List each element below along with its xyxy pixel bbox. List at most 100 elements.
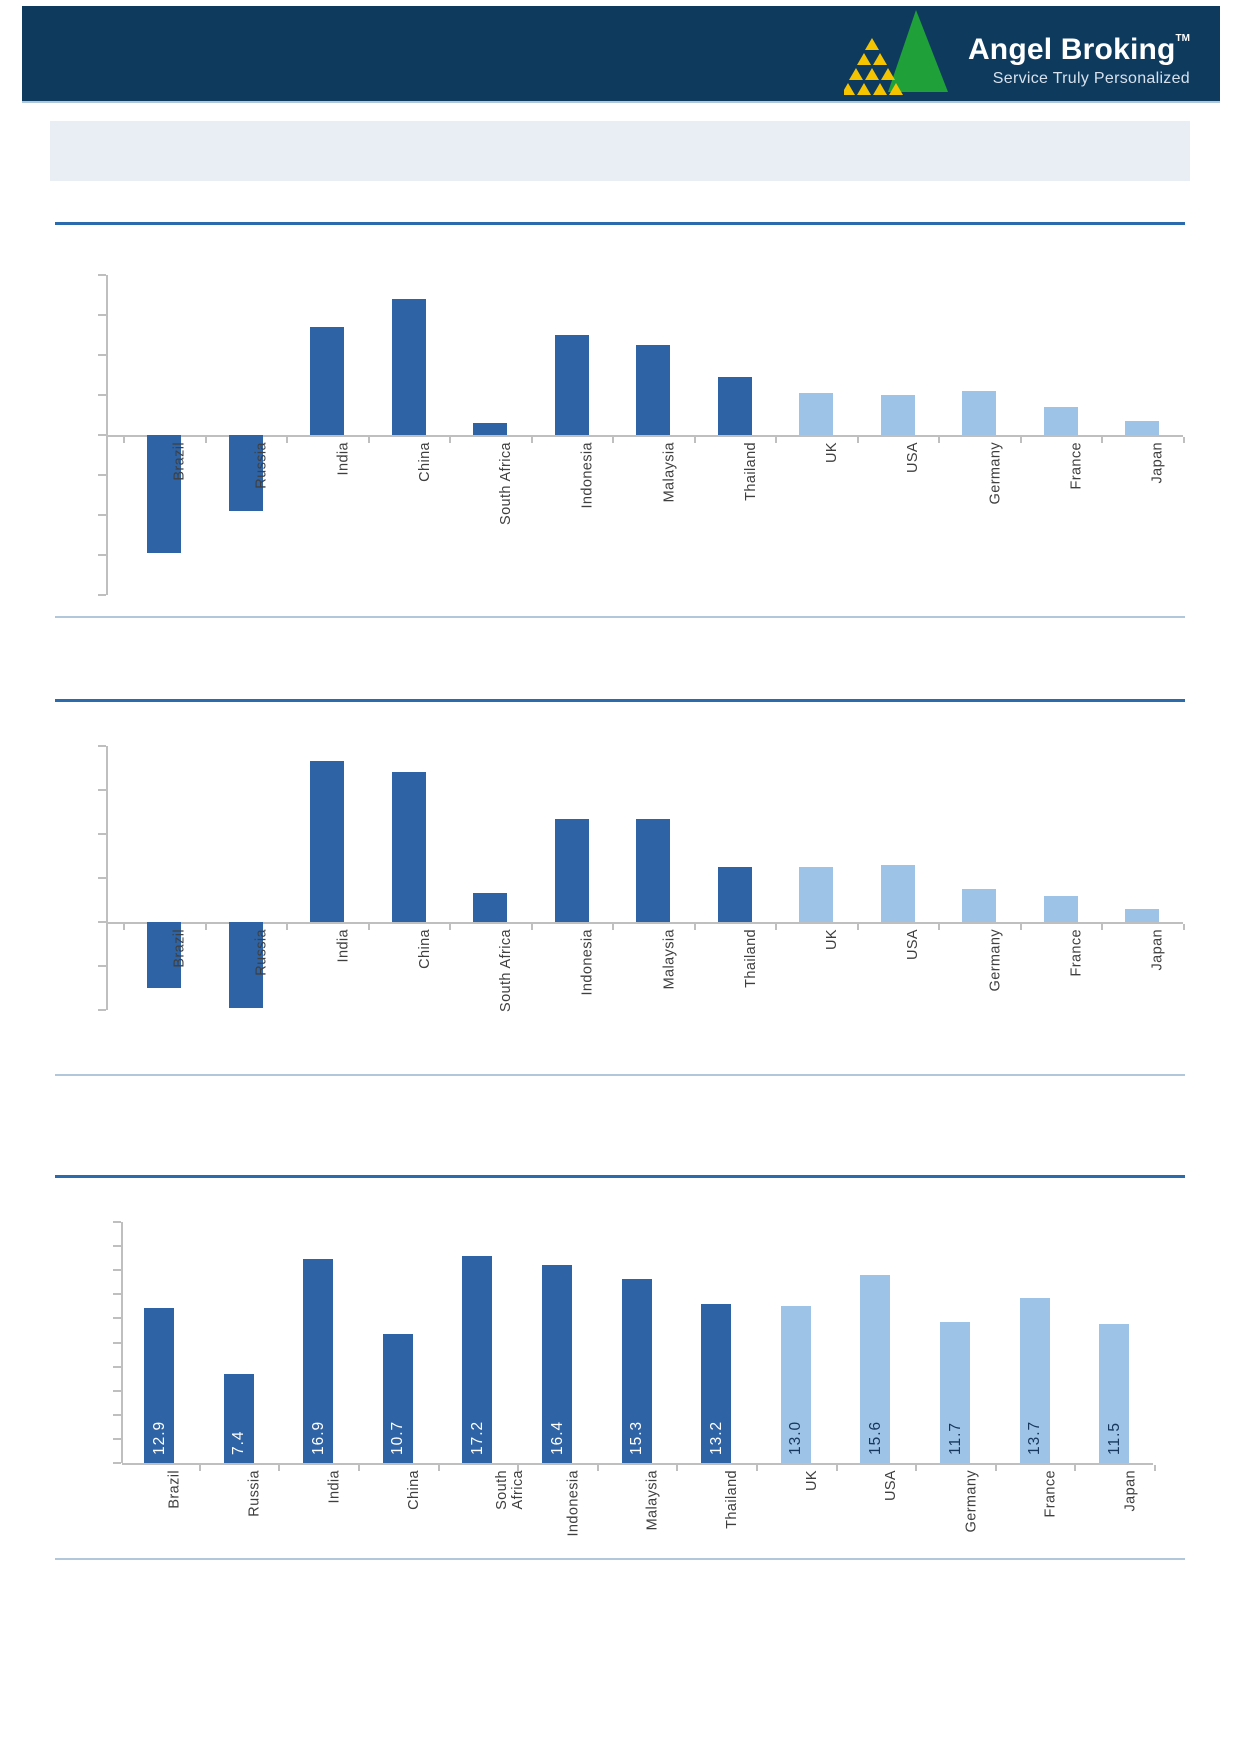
y-axis-tick xyxy=(98,789,106,791)
section-separator xyxy=(55,1558,1185,1560)
category-label-india: India xyxy=(335,929,351,963)
x-axis-tick xyxy=(612,437,615,443)
bar-brazil xyxy=(147,435,181,553)
bar-value-label: 12.9 xyxy=(150,1420,168,1455)
x-axis-tick xyxy=(1154,1465,1156,1471)
bar-china xyxy=(382,1334,413,1463)
chart-2: Brazil Russia India China South Africa Indone… xyxy=(55,699,1185,1074)
x-axis-tick xyxy=(367,924,370,930)
category-label-uk: UK xyxy=(824,442,840,463)
header-band xyxy=(22,6,1220,101)
x-axis-tick xyxy=(437,1465,440,1471)
category-label-uk: UK xyxy=(824,929,840,950)
x-axis-tick xyxy=(693,437,696,443)
bar-russia xyxy=(228,922,263,1008)
category-label-russia: Russia xyxy=(246,1470,263,1517)
category-label-thailand: Thailand xyxy=(742,929,759,988)
angel-broking-logo: Angel BrokingTM Service Truly Personaliz… xyxy=(843,8,1190,96)
trademark-symbol: TM xyxy=(1175,33,1190,44)
brand-tagline: Service Truly Personalized xyxy=(992,70,1190,87)
category-label-usa: USA xyxy=(905,442,922,474)
section-separator xyxy=(55,616,1185,618)
bar-value-label: 13.7 xyxy=(1026,1420,1044,1455)
x-axis-tick xyxy=(1019,437,1022,443)
category-label-south-africa: South Africa xyxy=(498,929,514,1012)
title-band xyxy=(50,121,1190,181)
bar-south-africa xyxy=(473,893,507,922)
x-axis-tick xyxy=(204,924,207,930)
bar-uk xyxy=(799,867,833,922)
x-axis-tick xyxy=(612,924,615,930)
bar-thailand xyxy=(701,1303,732,1463)
category-label-malaysia: Malaysia xyxy=(661,442,677,503)
bar-japan xyxy=(1099,1324,1130,1463)
chart-1: Brazil Russia India China South Africa Indone… xyxy=(55,222,1185,616)
x-axis-tick xyxy=(1074,1465,1077,1471)
y-axis-tick xyxy=(98,434,106,436)
bar-value-label: 10.7 xyxy=(389,1420,407,1455)
bar-france xyxy=(1043,407,1078,435)
brand-name: Angel BrokingTM xyxy=(967,33,1190,66)
bar-indonesia xyxy=(542,1265,572,1463)
y-axis-tick xyxy=(98,745,106,747)
y-axis-tick xyxy=(98,833,106,835)
y-axis-tick xyxy=(113,1341,121,1344)
x-axis-tick xyxy=(358,1465,360,1471)
bar-thailand xyxy=(717,867,752,922)
bar-russia xyxy=(223,1373,254,1463)
category-label-malaysia: Malaysia xyxy=(644,1470,661,1531)
y-axis-tick xyxy=(113,1269,121,1272)
x-axis-tick xyxy=(286,924,289,930)
y-axis-tick xyxy=(113,1317,121,1320)
bar-japan xyxy=(1125,908,1159,922)
chart-heading-rule xyxy=(55,699,1185,702)
category-label-china: China xyxy=(416,929,433,969)
x-axis-tick xyxy=(938,437,941,443)
x-axis-tick xyxy=(1182,437,1185,443)
x-axis-tick xyxy=(198,1465,201,1471)
bar-india xyxy=(310,761,344,922)
y-axis-tick xyxy=(98,394,106,396)
x-axis-tick xyxy=(517,1465,520,1471)
category-label-south-africa: South Africa xyxy=(493,1470,526,1510)
x-axis-tick xyxy=(367,437,370,443)
category-label-russia: Russia xyxy=(253,442,270,489)
y-axis-tick xyxy=(98,554,106,556)
x-axis-tick xyxy=(1019,924,1022,930)
y-axis-tick xyxy=(98,921,106,923)
x-axis-tick xyxy=(123,924,126,930)
x-axis-tick xyxy=(856,437,859,443)
bar-india xyxy=(310,327,344,435)
x-axis-tick xyxy=(775,924,778,930)
category-label-france: France xyxy=(1042,1470,1059,1518)
category-label-thailand: Thailand xyxy=(742,442,759,501)
y-axis-tick xyxy=(98,514,106,516)
x-axis-tick xyxy=(449,437,452,443)
y-axis-tick xyxy=(113,1437,121,1440)
category-label-china: China xyxy=(416,442,433,482)
category-label-japan: Japan xyxy=(1150,442,1166,484)
bar-south-africa xyxy=(462,1255,493,1463)
y-axis-tick xyxy=(98,274,106,276)
bar-value-label: 13.0 xyxy=(787,1420,805,1455)
chart-3: 12.9 7.4 16.9 10.7 17.2 16.4 15.3 13.2 13.0 15.6 1… xyxy=(55,1175,1185,1558)
bar-indonesia xyxy=(554,818,589,922)
x-axis-tick xyxy=(449,924,452,930)
x-axis-tick xyxy=(530,924,533,930)
bar-usa xyxy=(860,1275,891,1463)
x-axis-tick xyxy=(856,924,859,930)
category-label-france: France xyxy=(1068,929,1085,977)
x-axis-tick xyxy=(596,1465,599,1471)
brand-text-block: Angel BrokingTM Service Truly Personaliz… xyxy=(968,8,1190,88)
y-axis-line xyxy=(106,746,108,1010)
bar-uk xyxy=(780,1306,811,1463)
x-axis-tick xyxy=(1182,924,1185,930)
y-axis-tick xyxy=(113,1293,121,1296)
bar-india xyxy=(303,1259,334,1463)
bar-value-label: 13.2 xyxy=(707,1420,725,1455)
bar-value-label: 15.3 xyxy=(628,1420,646,1455)
y-axis-tick xyxy=(98,1009,106,1011)
y-axis-tick xyxy=(98,594,106,596)
bar-malaysia xyxy=(636,345,670,435)
category-label-india: India xyxy=(326,1470,343,1504)
